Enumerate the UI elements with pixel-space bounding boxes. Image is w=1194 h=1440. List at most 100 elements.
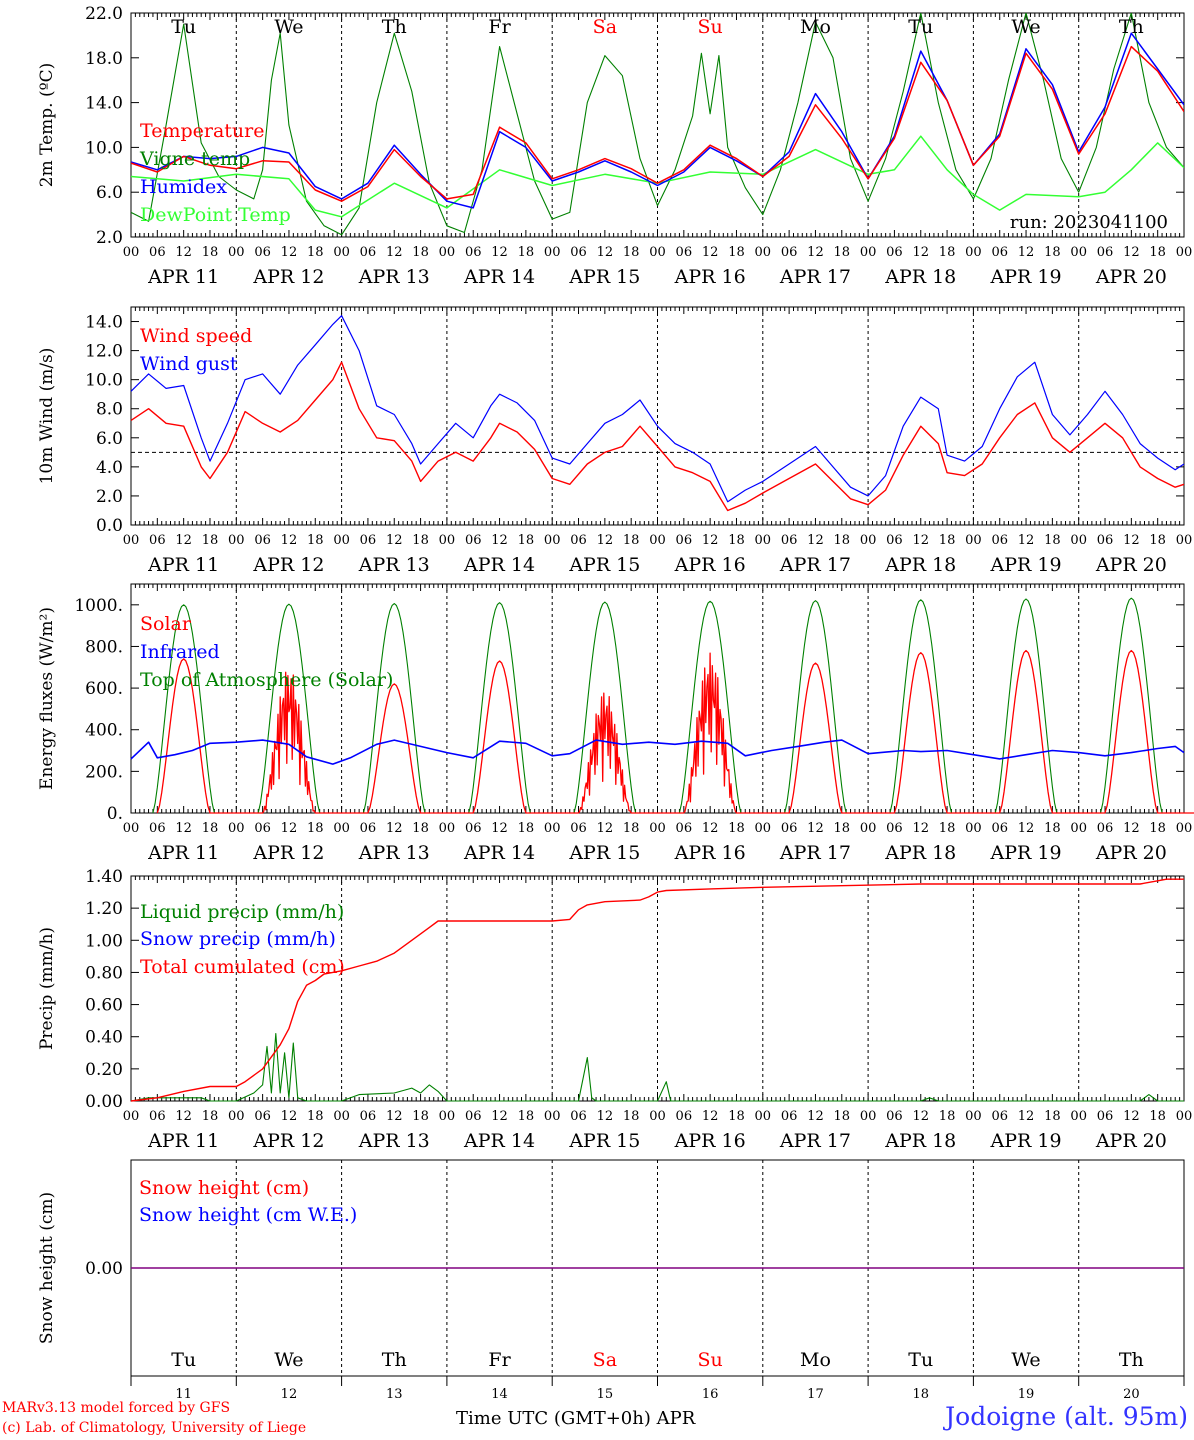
hour-label: 06 (254, 821, 271, 836)
hour-label: 06 (570, 1109, 587, 1124)
panel-1: 2.0 6.0 10.0 14.0 18.0 22.0 2m Temp. (ºC) Tu We T… (37, 4, 1192, 288)
y-tick-label: 2.0 (96, 487, 123, 507)
date-label: APR 19 (990, 842, 1062, 864)
hour-label: 06 (360, 245, 377, 260)
day-number: 16 (702, 1387, 719, 1402)
hour-label: 18 (1044, 1109, 1061, 1124)
hour-label: 18 (1044, 533, 1061, 548)
hour-label: 00 (333, 1109, 350, 1124)
hour-label: 18 (307, 533, 324, 548)
hour-label: 00 (649, 533, 666, 548)
date-label: APR 11 (147, 266, 219, 288)
hour-label: 00 (1070, 821, 1087, 836)
hour-label: 00 (860, 245, 877, 260)
hour-label: 00 (860, 1109, 877, 1124)
date-label: APR 12 (252, 554, 324, 576)
day-number: 12 (281, 1387, 298, 1402)
legend-entry: Temperature (140, 120, 264, 142)
hour-label: 18 (834, 245, 851, 260)
date-label: APR 13 (358, 266, 430, 288)
hour-label: 18 (307, 1109, 324, 1124)
legend-entry: Wind speed (140, 325, 252, 347)
hour-label: 12 (702, 245, 719, 260)
hour-label: 12 (175, 1109, 192, 1124)
hour-label: 06 (781, 245, 798, 260)
hour-label: 12 (281, 533, 298, 548)
hour-label: 12 (386, 821, 403, 836)
hour-label: 00 (1070, 1109, 1087, 1124)
legend-entry: Snow precip (mm/h) (140, 928, 336, 950)
y-tick-label: 0.0 (96, 516, 123, 536)
hour-label: 00 (544, 245, 561, 260)
hour-label: 18 (1044, 245, 1061, 260)
hour-label: 06 (991, 533, 1008, 548)
day-name: Su (698, 16, 723, 38)
hour-label: 00 (755, 1109, 772, 1124)
hour-label: 12 (597, 1109, 614, 1124)
date-label: APR 12 (252, 842, 324, 864)
panel-2: 0.0 2.0 4.0 6.0 8.0 10.0 12.0 14.0 10m Wind (m/s… (37, 306, 1192, 576)
hour-label: 12 (702, 533, 719, 548)
hour-label: 06 (360, 533, 377, 548)
date-label: APR 16 (674, 266, 746, 288)
hour-label: 18 (202, 821, 219, 836)
hour-label: 06 (465, 533, 482, 548)
hour-label: 18 (623, 821, 640, 836)
day-number: 14 (491, 1387, 508, 1402)
date-label: APR 13 (358, 1130, 430, 1152)
date-label: APR 19 (990, 266, 1062, 288)
hour-label: 12 (702, 1109, 719, 1124)
y-tick-label: 2.0 (96, 228, 123, 248)
date-label: APR 11 (147, 842, 219, 864)
model-credit: MARv3.13 model forced by GFS (2, 1400, 231, 1416)
y-axis-label: 10m Wind (m/s) (37, 348, 57, 485)
day-name: Tu (908, 16, 933, 38)
y-axis-label: Snow height (cm) (37, 1192, 57, 1344)
date-label: APR 14 (463, 1130, 535, 1152)
hour-label: 00 (649, 821, 666, 836)
hour-label: 06 (465, 1109, 482, 1124)
hour-label: 18 (623, 533, 640, 548)
x-axis-title: Time UTC (GMT+0h) APR (456, 1408, 696, 1429)
date-label: APR 18 (884, 842, 956, 864)
hour-label: 06 (886, 533, 903, 548)
date-label: APR 12 (252, 266, 324, 288)
hour-label: 06 (886, 245, 903, 260)
hour-label: 06 (465, 821, 482, 836)
hour-label: 06 (149, 533, 166, 548)
hour-label: 18 (939, 821, 956, 836)
date-label: APR 18 (884, 1130, 956, 1152)
date-label: APR 13 (358, 842, 430, 864)
hour-label: 12 (912, 245, 929, 260)
hour-label: 00 (123, 821, 140, 836)
hour-label: 12 (281, 821, 298, 836)
legend-entry: Humidex (140, 176, 227, 198)
hour-label: 00 (228, 821, 245, 836)
day-number: 11 (175, 1387, 192, 1402)
hour-label: 00 (755, 245, 772, 260)
line-solar (156, 649, 1194, 814)
date-label: APR 20 (1095, 1130, 1167, 1152)
date-label: APR 14 (463, 554, 535, 576)
date-label: APR 15 (568, 842, 640, 864)
hour-label: 00 (123, 1109, 140, 1124)
hour-label: 12 (175, 533, 192, 548)
date-label: APR 15 (568, 266, 640, 288)
y-axis-label: Precip (mm/h) (37, 927, 57, 1050)
hour-label: 18 (1149, 245, 1166, 260)
hour-label: 18 (1149, 1109, 1166, 1124)
y-tick-label: 200. (85, 762, 123, 782)
day-number: 19 (1018, 1387, 1035, 1402)
hour-label: 00 (123, 245, 140, 260)
hour-label: 00 (228, 533, 245, 548)
day-number: 20 (1123, 1387, 1140, 1402)
date-label: APR 15 (568, 1130, 640, 1152)
day-name: Th (1119, 16, 1144, 38)
line-wind-speed (130, 361, 1185, 512)
hour-label: 18 (307, 821, 324, 836)
hour-label: 00 (123, 533, 140, 548)
hour-label: 00 (1176, 245, 1193, 260)
hour-label: 06 (676, 533, 693, 548)
line-liquid-precip (130, 1032, 1184, 1102)
hour-label: 12 (912, 1109, 929, 1124)
